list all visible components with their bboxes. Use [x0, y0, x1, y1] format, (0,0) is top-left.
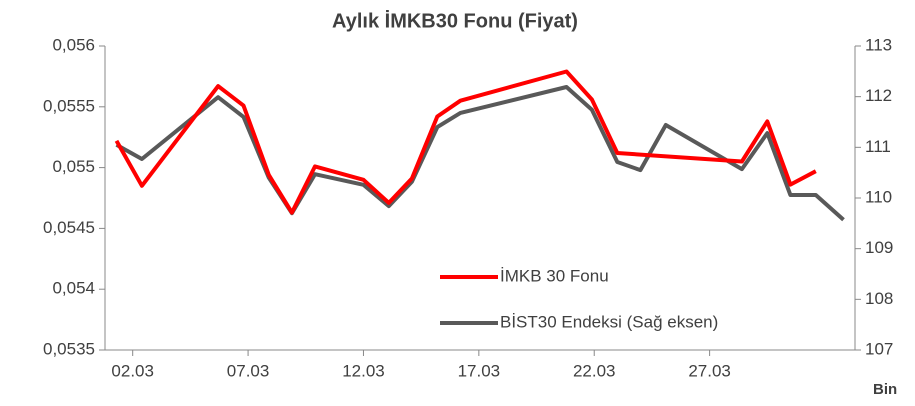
y-tick-label: 0,0555: [43, 96, 95, 115]
y2-tick-label: 109: [865, 238, 893, 257]
y2-tick-label: 113: [865, 35, 892, 54]
series-line: [115, 85, 845, 222]
x-tick-label: 12.03: [342, 361, 385, 380]
legend-label: BİST30 Endeksi (Sağ eksen): [500, 312, 718, 331]
y-tick-label: 0,0535: [43, 339, 95, 358]
y2-tick-label: 108: [865, 289, 893, 308]
legend-label: İMKB 30 Fonu: [500, 266, 609, 285]
x-tick-label: 07.03: [227, 361, 270, 380]
x-tick-label: 22.03: [573, 361, 616, 380]
series-line: [114, 69, 817, 215]
y-tick-label: 0,055: [52, 157, 95, 176]
x-tick-label: 02.03: [111, 361, 154, 380]
y2-tick-label: 112: [865, 86, 892, 105]
unit-note: Bin: [873, 381, 897, 398]
x-tick-label: 27.03: [688, 361, 731, 380]
chart-title: Aylık İMKB30 Fonu (Fiyat): [332, 9, 578, 32]
y-tick-label: 0,054: [52, 279, 95, 298]
y-tick-label: 0,056: [52, 35, 95, 54]
x-tick-label: 17.03: [458, 361, 501, 380]
y2-tick-label: 110: [865, 187, 892, 206]
y-tick-label: 0,0545: [43, 218, 95, 237]
y2-tick-label: 111: [865, 137, 891, 156]
y2-tick-label: 107: [865, 339, 893, 358]
